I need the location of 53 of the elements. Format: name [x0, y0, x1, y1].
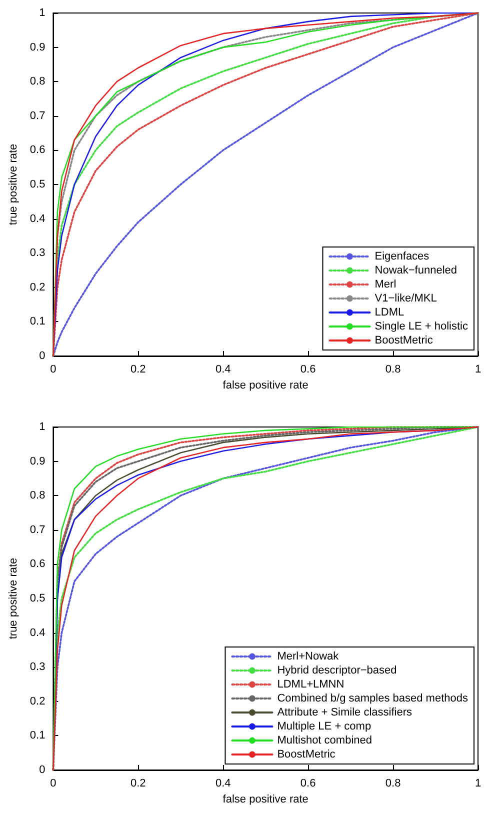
legend-label: LDML+LMNN — [277, 678, 344, 690]
y-tick-label: 0.3 — [30, 247, 46, 260]
legend-label: Attribute + Simile classifiers — [277, 706, 413, 718]
y-tick-label: 0.2 — [30, 281, 46, 294]
x-tick-label: 0.8 — [385, 778, 401, 790]
x-tick-label: 0.4 — [215, 778, 231, 790]
legend-label: BoostMetric — [374, 334, 434, 346]
y-tick-label: 0.6 — [30, 144, 46, 156]
x-axis-title: false positive rate — [222, 379, 308, 392]
y-tick-label: 0.6 — [30, 558, 46, 570]
legend-label: BoostMetric — [277, 748, 336, 760]
legend-label: Combined b/g samples based methods — [277, 692, 468, 704]
y-tick-label: 0.9 — [30, 41, 46, 54]
y-tick-label: 0.5 — [30, 592, 46, 604]
legend-label: Hybrid descriptor−based — [277, 664, 397, 676]
x-axis-title: false positive rate — [222, 793, 308, 806]
y-axis-title: true positive rate — [8, 144, 20, 226]
x-tick-label: 0.2 — [130, 778, 146, 790]
y-tick-label: 0.1 — [30, 316, 46, 328]
y-tick-label: 1 — [39, 7, 46, 19]
x-tick-label: 1 — [474, 364, 482, 376]
x-tick-label: 1 — [474, 778, 482, 790]
y-tick-label: 0.7 — [30, 110, 46, 122]
x-tick-label: 0 — [50, 364, 56, 376]
y-tick-label: 0.1 — [30, 730, 46, 742]
legend-label: Multishot combined — [277, 734, 372, 746]
y-tick-label: 0.3 — [30, 661, 46, 674]
legend-label: Eigenfaces — [374, 250, 430, 262]
legend-label: LDML — [374, 306, 404, 318]
y-tick-label: 0.5 — [30, 178, 46, 190]
y-tick-label: 0.8 — [30, 490, 46, 502]
legend-label: Multiple LE + comp — [277, 720, 372, 732]
y-axis-title: true positive rate — [8, 558, 20, 640]
y-tick-label: 0 — [39, 764, 46, 776]
x-tick-label: 0.8 — [385, 364, 401, 376]
legend-label: Nowak−funneled — [374, 264, 458, 276]
y-tick-label: 1 — [39, 421, 46, 433]
legend-label: V1−like/MKL — [374, 292, 437, 304]
x-tick-label: 0.2 — [130, 364, 146, 376]
x-tick-label: 0.6 — [300, 364, 316, 376]
y-tick-label: 0.7 — [30, 524, 46, 536]
x-tick-label: 0 — [50, 778, 56, 790]
y-tick-label: 0.9 — [30, 455, 46, 468]
x-tick-label: 0.4 — [215, 364, 231, 376]
legend-label: Single LE + holistic — [374, 320, 468, 332]
y-tick-label: 0.8 — [30, 76, 46, 88]
legend-label: Merl+Nowak — [277, 650, 340, 662]
y-tick-label: 0 — [39, 350, 46, 362]
x-tick-label: 0.6 — [300, 778, 316, 790]
legend-label: Merl — [374, 278, 396, 290]
y-tick-label: 0.2 — [30, 695, 46, 708]
y-tick-label: 0.4 — [30, 212, 46, 225]
y-tick-label: 0.4 — [30, 626, 46, 639]
